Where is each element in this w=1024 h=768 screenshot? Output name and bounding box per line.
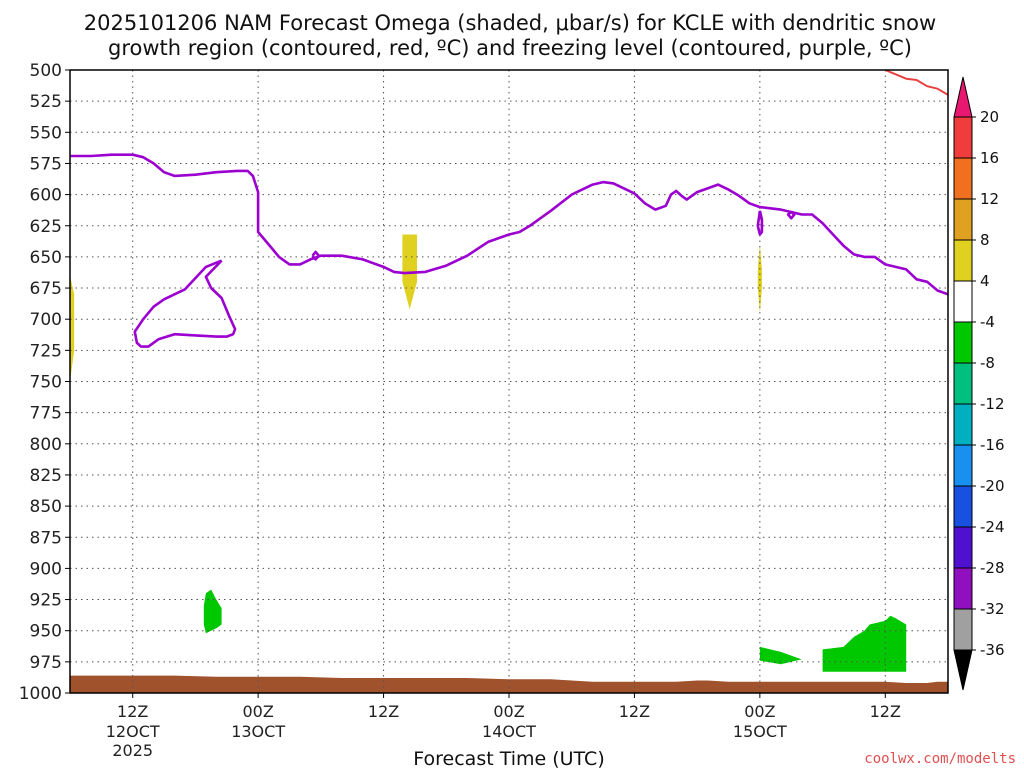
colorbar-segment-7 xyxy=(953,403,973,446)
omega-shaded-region-0 xyxy=(70,275,75,382)
freezing-level-loop-3 xyxy=(786,210,796,220)
omega-shaded-region-3 xyxy=(203,589,222,634)
colorbar-segment-4 xyxy=(953,280,973,323)
colorbar-label-10: -24 xyxy=(980,518,1005,536)
y-tick-label-625: 625 xyxy=(30,217,62,237)
y-tick-label-725: 725 xyxy=(30,341,62,361)
colorbar-label-12: -32 xyxy=(980,600,1005,618)
y-tick-label-775: 775 xyxy=(30,404,62,424)
y-tick-label-575: 575 xyxy=(30,154,62,174)
colorbar: 20 16 12 8 4 -4 -8 -12 -16 -20 -24 -28 -32 -36 xyxy=(953,76,1005,691)
y-tick-label-550: 550 xyxy=(30,123,62,143)
x-tick-label-72: 12Z xyxy=(870,702,901,721)
colorbar-segment-9 xyxy=(953,485,973,528)
y-tick-label-675: 675 xyxy=(30,279,62,299)
colorbar-label-1: 16 xyxy=(980,149,999,167)
y-tick-label-875: 875 xyxy=(30,528,62,548)
freezing-level-loop-2 xyxy=(756,210,764,236)
plot-area xyxy=(69,69,949,694)
y-tick-label-800: 800 xyxy=(30,435,62,455)
y-tick-label-750: 750 xyxy=(30,373,62,393)
colorbar-label-2: 12 xyxy=(980,190,999,208)
colorbar-segment-8 xyxy=(953,444,973,487)
y-tick-label-600: 600 xyxy=(30,186,62,206)
colorbar-label-0: 20 xyxy=(980,108,999,126)
colorbar-top-arrow xyxy=(953,76,973,118)
y-tick-label-1000: 1000 xyxy=(19,684,62,704)
freezing-level-contour xyxy=(70,153,949,296)
y-tick-label-950: 950 xyxy=(30,622,62,642)
x-tick-label-60: 00Z xyxy=(744,702,775,721)
colorbar-label-5: -4 xyxy=(980,313,995,331)
terrain-fill xyxy=(70,675,948,693)
colorbar-segment-1 xyxy=(953,157,973,200)
colorbar-label-3: 8 xyxy=(980,231,990,249)
colorbar-segment-5 xyxy=(953,321,973,364)
x-tick-date-36: 14OCT xyxy=(482,722,536,741)
x-tick-label-24: 12Z xyxy=(368,702,399,721)
dendritic-growth-contour xyxy=(884,69,949,96)
colorbar-segment-2 xyxy=(953,198,973,241)
omega-shaded-region-2 xyxy=(757,244,762,313)
credit-text[interactable]: coolwx.com/modelts xyxy=(864,751,1016,767)
x-tick-label-36: 00Z xyxy=(493,702,524,721)
omega-shaded-region-5 xyxy=(822,615,907,672)
colorbar-label-8: -16 xyxy=(980,436,1005,454)
y-tick-label-850: 850 xyxy=(30,497,62,517)
x-axis-label: Forecast Time (UTC) xyxy=(413,748,604,768)
colorbar-label-6: -8 xyxy=(980,354,995,372)
freezing-level-loop-1 xyxy=(311,250,321,261)
colorbar-label-13: -36 xyxy=(980,641,1005,659)
colorbar-segment-0 xyxy=(953,116,973,159)
y-tick-label-825: 825 xyxy=(30,466,62,486)
chart-title-line-1: 2025101206 NAM Forecast Omega (shaded, μ… xyxy=(84,11,936,35)
plot-frame xyxy=(69,69,949,694)
y-tick-label-650: 650 xyxy=(30,248,62,268)
colorbar-label-9: -20 xyxy=(980,477,1005,495)
x-tick-label-12: 00Z xyxy=(242,702,273,721)
colorbar-bottom-arrow xyxy=(953,649,973,691)
colorbar-segment-10 xyxy=(953,526,973,569)
colorbar-label-7: -12 xyxy=(980,395,1005,413)
y-tick-label-925: 925 xyxy=(30,591,62,611)
colorbar-label-11: -28 xyxy=(980,559,1005,577)
y-tick-label-500: 500 xyxy=(30,61,62,81)
colorbar-label-4: 4 xyxy=(980,272,990,290)
x-tick-year-0: 2025 xyxy=(112,741,153,760)
colorbar-segment-6 xyxy=(953,362,973,405)
y-tick-label-525: 525 xyxy=(30,92,62,112)
y-tick-label-975: 975 xyxy=(30,653,62,673)
freezing-level-loop-0 xyxy=(133,259,237,348)
colorbar-segment-11 xyxy=(953,567,973,610)
y-tick-label-900: 900 xyxy=(30,559,62,579)
x-tick-date-60: 15OCT xyxy=(733,722,787,741)
chart-title-line-2: growth region (contoured, red, ºC) and f… xyxy=(108,36,912,60)
x-tick-date-12: 13OCT xyxy=(231,722,285,741)
x-tick-date-0: 12OCT xyxy=(106,722,160,741)
omega-shaded-region-4 xyxy=(759,646,802,665)
x-tick-label-48: 12Z xyxy=(619,702,650,721)
x-tick-label-0: 12Z xyxy=(117,702,148,721)
y-tick-label-700: 700 xyxy=(30,310,62,330)
y-axis: 500 525 550 575 600 625 650 675 700 725 750 775 800 8… xyxy=(19,61,70,704)
colorbar-segment-12 xyxy=(953,608,973,651)
colorbar-segment-3 xyxy=(953,239,973,282)
